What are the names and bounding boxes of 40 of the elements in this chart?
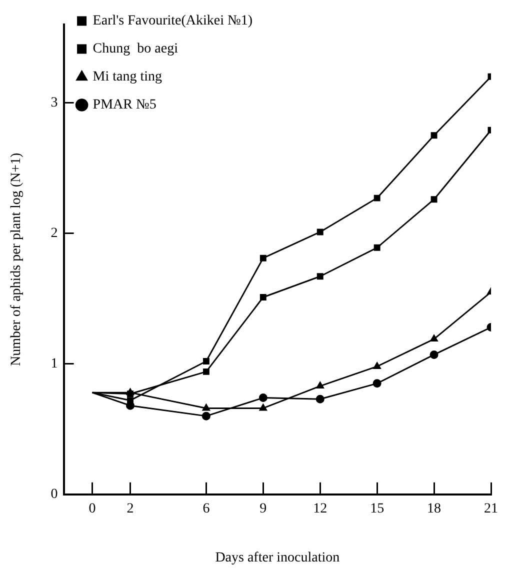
point: [430, 132, 438, 139]
point: [259, 404, 267, 411]
legend-label: Earl's Favourite(Akikei №1): [92, 14, 253, 29]
point: [127, 390, 134, 398]
x-tick-label: 9: [260, 501, 267, 516]
x-tick-label: 12: [313, 501, 328, 516]
y-tick-label: 0: [50, 487, 58, 502]
point: [372, 379, 382, 388]
point: [316, 228, 324, 236]
x-tick-label: 2: [126, 501, 134, 516]
point: [316, 382, 324, 389]
x-tick-label: 21: [484, 501, 498, 516]
y-tick-label: 2: [50, 226, 58, 241]
y-axis-title: Number of aphids per plant log (N+1): [9, 152, 24, 366]
point: [373, 362, 381, 369]
point: [430, 334, 438, 342]
x-tick-label: 18: [427, 501, 442, 516]
point: [316, 273, 324, 280]
legend-label: Chung bo aegi: [92, 42, 178, 57]
point: [260, 254, 266, 262]
point: [202, 368, 210, 375]
point: [430, 196, 438, 203]
point: [202, 412, 210, 420]
legend-label: Mi tang ting: [92, 70, 162, 85]
point: [260, 294, 266, 300]
point: [374, 244, 380, 251]
x-tick-label: 0: [88, 501, 96, 516]
legend-label: PMAR №5: [92, 98, 156, 113]
point: [127, 397, 134, 404]
x-tick-label: 15: [370, 501, 384, 516]
point: [258, 394, 268, 402]
point: [374, 194, 380, 202]
x-tick-label: 6: [202, 501, 210, 516]
point: [202, 358, 210, 364]
y-tick-label: 3: [50, 95, 58, 110]
point: [316, 394, 324, 404]
point: [430, 350, 438, 359]
y-tick-label: 1: [50, 356, 58, 372]
point: [202, 404, 210, 411]
x-axis-title: Days after inoculation: [215, 550, 340, 566]
